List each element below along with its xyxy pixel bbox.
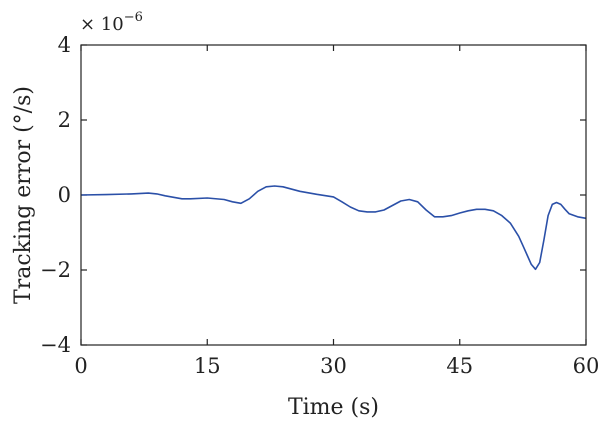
- x-tick-label: 0: [74, 354, 87, 378]
- y-tick-label: −2: [40, 258, 71, 282]
- x-axis-ticks: 0 15 30 45 60: [74, 45, 599, 378]
- y-axis-label: Tracking error (°/s): [11, 86, 36, 304]
- y-multiplier-exponent: −6: [124, 10, 143, 25]
- plot-frame: [80, 44, 587, 346]
- y-axis-ticks: 4 2 0 −2 −4: [40, 33, 586, 357]
- y-axis-multiplier: × 10−6: [80, 10, 143, 35]
- x-tick-label: 15: [194, 354, 221, 378]
- y-tick-label: −4: [40, 333, 71, 357]
- y-tick-label: 2: [58, 108, 71, 132]
- series-line: [80, 185, 587, 271]
- y-tick-label: 0: [58, 183, 71, 207]
- x-axis-label: Time (s): [288, 395, 379, 420]
- series-layer: [80, 185, 587, 271]
- y-multiplier-base: × 10: [80, 14, 124, 35]
- x-tick-label: 60: [573, 354, 600, 378]
- y-tick-label: 4: [58, 33, 71, 57]
- x-tick-label: 45: [446, 354, 473, 378]
- x-tick-label: 30: [320, 354, 347, 378]
